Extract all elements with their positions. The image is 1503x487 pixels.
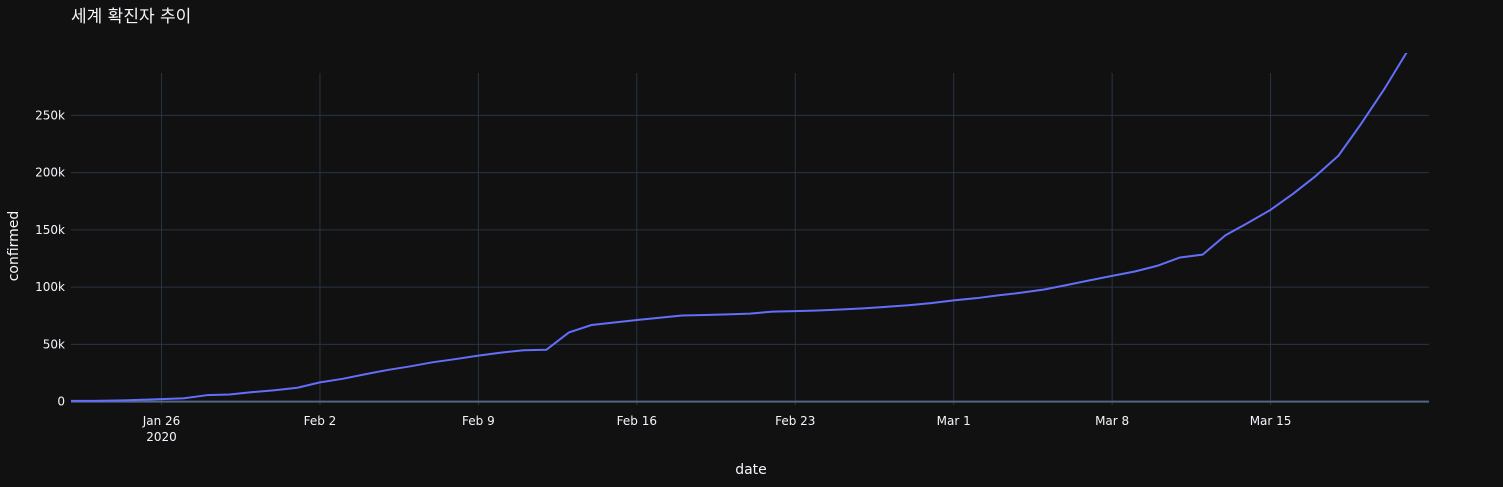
y-axis-title: confirmed [6,211,22,282]
x-tick-label: Feb 9 [462,414,495,428]
x-tick-label: Mar 15 [1250,414,1292,428]
x-gridlines [161,73,1272,405]
y-tick-label: 100k [35,280,65,294]
x-tick-label: Feb 2 [304,414,337,428]
x-tick-label: Mar 1 [937,414,971,428]
x-axis-ticks: Jan 26 2020 Feb 2 Feb 9 Feb 16 Feb 23 Mar 1 Mar… [142,414,1292,444]
x-axis-title: date [735,462,767,478]
chart-title: 세계 확진자 추이 [71,7,191,27]
series-group [71,53,1408,402]
y-axis-ticks: 0 50k 100k 150k 200k 250k [35,108,65,408]
y-tick-label: 0 [57,395,65,409]
x-tick-label: Feb 16 [617,414,657,428]
x-tick-label: Jan 26 [142,414,181,428]
y-tick-label: 250k [35,108,65,122]
y-tick-label: 50k [43,337,65,351]
x-tick-sublabel: 2020 [146,430,177,444]
x-tick-label: Feb 23 [775,414,815,428]
y-tick-label: 150k [35,223,65,237]
x-tick-label: Mar 8 [1095,414,1129,428]
y-tick-label: 200k [35,166,65,180]
series-line [71,53,1408,402]
y-gridlines [71,114,1429,345]
